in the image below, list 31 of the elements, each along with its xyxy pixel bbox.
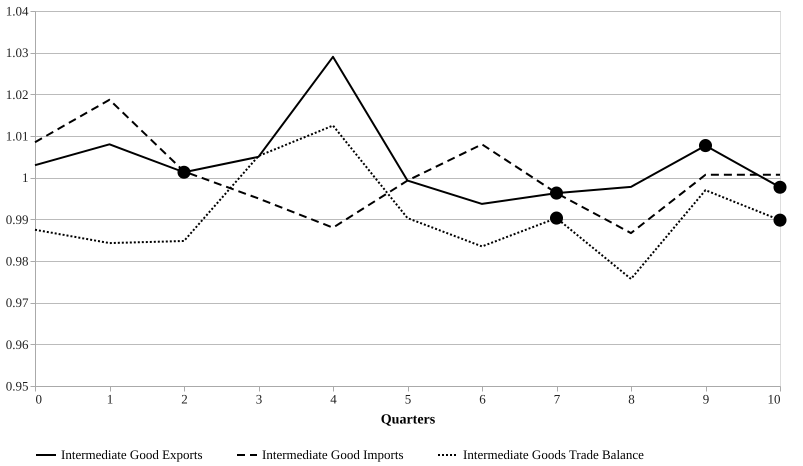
x-tick-label: 1 bbox=[106, 392, 114, 406]
point bbox=[698, 139, 712, 152]
x-tick-label: 6 bbox=[479, 392, 486, 406]
point bbox=[773, 214, 787, 227]
y-tick-label: 0.97 bbox=[6, 295, 29, 310]
y-tick-label: 0.95 bbox=[6, 378, 28, 394]
x-tick-label: 0 bbox=[36, 392, 42, 406]
x-tick-label: 9 bbox=[702, 392, 710, 406]
x-tick-label: 3 bbox=[256, 392, 262, 406]
x-tick-label: 8 bbox=[628, 392, 635, 406]
y-tick-label: 1 bbox=[22, 170, 28, 186]
x-tick-label: 2 bbox=[181, 392, 188, 406]
x-tick-label: 10 bbox=[768, 392, 780, 406]
legend-label: Intermediate Good Imports bbox=[262, 447, 404, 462]
point bbox=[550, 186, 564, 200]
x-tick-label: 5 bbox=[404, 392, 412, 406]
y-tick-label: 0.99 bbox=[6, 212, 28, 227]
legend-label: Intermediate Good Exports bbox=[61, 447, 203, 462]
point bbox=[550, 212, 564, 225]
point bbox=[773, 180, 787, 194]
y-tick-label: 1.01 bbox=[6, 128, 28, 144]
point bbox=[177, 166, 191, 179]
y-tick-label: 0.98 bbox=[6, 254, 28, 268]
x-axis-title: Quarters bbox=[380, 412, 436, 428]
y-tick-label: 1.03 bbox=[6, 45, 28, 60]
x-tick-label: 7 bbox=[554, 392, 561, 406]
x-tick-label: 4 bbox=[330, 392, 338, 406]
y-tick-label: 0.96 bbox=[6, 336, 29, 352]
y-tick-label: 1.02 bbox=[6, 86, 28, 102]
y-tick-label: 1.04 bbox=[6, 4, 29, 18]
legend-label: Intermediate Goods Trade Balance bbox=[463, 447, 644, 462]
